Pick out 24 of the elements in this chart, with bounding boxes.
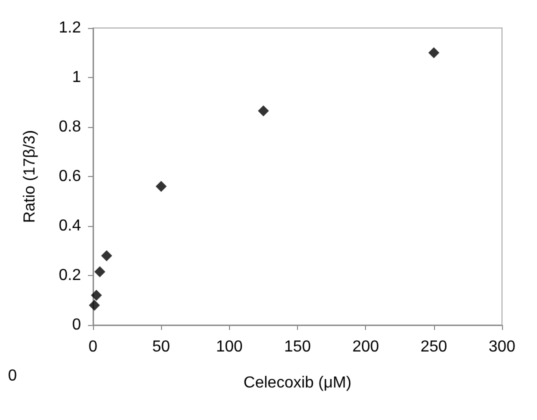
point <box>156 180 167 192</box>
point <box>428 47 440 58</box>
x-tick-label: 100 <box>216 338 243 356</box>
text: 0 <box>8 368 17 384</box>
x-tick-label: 200 <box>352 338 380 356</box>
y-tick-label: 0 <box>72 316 82 334</box>
y-tick-label: 1 <box>72 69 82 86</box>
x-tick-label: 250 <box>420 338 448 356</box>
y-tick-label: 0.8 <box>58 118 82 136</box>
point <box>90 290 102 301</box>
y-axis-title: Ratio (17β/3) <box>22 130 38 223</box>
x-tick-label: 150 <box>284 338 311 356</box>
x-tick-label: 50 <box>152 338 170 356</box>
x-tick-label: 0 <box>88 338 98 356</box>
y-tick-label: 0.2 <box>58 267 82 284</box>
y-tick-label: 0.4 <box>58 218 82 234</box>
point <box>94 266 106 278</box>
x-axis-title: Celecoxib (μM) <box>244 374 352 392</box>
point <box>258 105 269 116</box>
y-tick-label: 1.2 <box>58 20 82 36</box>
y-tick-label: 0.6 <box>58 168 82 185</box>
point <box>88 300 100 311</box>
point <box>101 250 112 262</box>
x-tick-label: 300 <box>488 338 516 356</box>
